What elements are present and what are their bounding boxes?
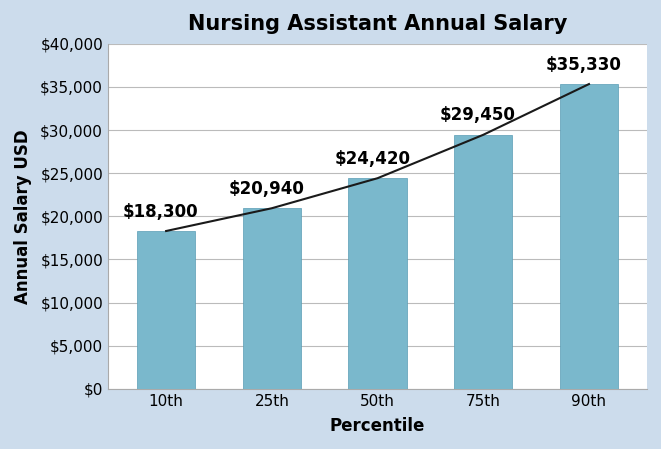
Title: Nursing Assistant Annual Salary: Nursing Assistant Annual Salary [188,14,567,34]
Text: $20,940: $20,940 [229,180,305,198]
Bar [348,178,407,389]
Text: $35,330: $35,330 [546,56,621,74]
Text: $18,300: $18,300 [123,202,198,220]
Y-axis label: Annual Salary USD: Annual Salary USD [14,129,32,304]
Bar [454,135,512,389]
Bar [137,231,195,389]
Bar [560,84,618,389]
Text: $24,420: $24,420 [334,150,410,168]
Text: $29,450: $29,450 [440,106,516,124]
X-axis label: Percentile: Percentile [330,417,425,435]
Bar [243,208,301,389]
